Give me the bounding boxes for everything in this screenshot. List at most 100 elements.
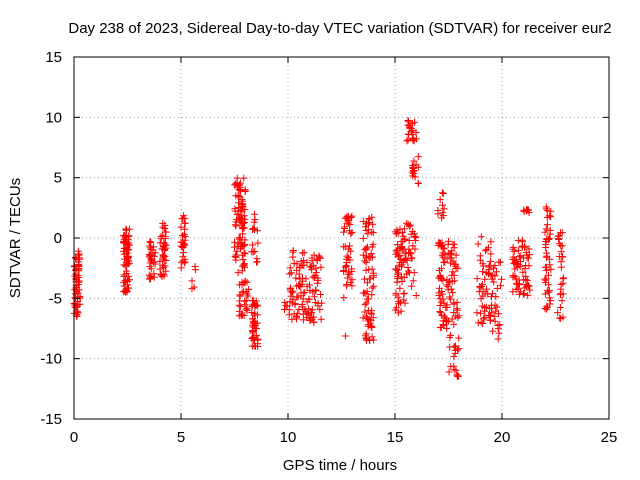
data-point <box>177 223 185 231</box>
data-point <box>340 267 348 275</box>
data-point <box>525 282 533 290</box>
data-point <box>543 302 551 310</box>
data-point <box>516 262 524 270</box>
data-point <box>71 272 79 280</box>
data-point <box>368 333 376 341</box>
data-point <box>340 294 348 302</box>
data-point <box>476 252 484 260</box>
data-point <box>453 306 461 314</box>
data-point <box>438 189 446 197</box>
data-point <box>316 254 324 262</box>
data-point <box>521 284 529 292</box>
data-point <box>122 287 130 295</box>
data-point <box>410 157 418 165</box>
data-point <box>365 215 373 223</box>
data-point <box>495 258 503 266</box>
data-point <box>364 230 372 238</box>
data-point <box>475 288 483 296</box>
data-point <box>555 253 563 261</box>
data-point <box>234 269 242 277</box>
data-point <box>74 309 82 317</box>
data-point <box>450 353 458 361</box>
data-point <box>305 281 313 289</box>
data-point <box>369 220 377 228</box>
data-point <box>177 243 185 251</box>
data-point <box>484 244 492 252</box>
data-point <box>436 302 444 310</box>
data-point <box>250 342 258 350</box>
data-point <box>161 235 169 243</box>
data-point <box>120 231 128 239</box>
data-point <box>394 300 402 308</box>
data-point <box>543 221 551 229</box>
data-point <box>71 294 79 302</box>
data-point <box>125 225 133 233</box>
data-point <box>492 307 500 315</box>
data-point <box>159 254 167 262</box>
data-point <box>240 249 248 257</box>
data-point <box>240 174 248 182</box>
data-point <box>448 271 456 279</box>
data-point <box>479 320 487 328</box>
data-point <box>453 346 461 354</box>
data-point <box>438 311 446 319</box>
y-tick-label: 10 <box>45 109 62 126</box>
data-point <box>241 250 249 258</box>
y-tick-label: 0 <box>54 230 62 247</box>
data-point <box>359 314 367 322</box>
data-point <box>414 179 422 187</box>
data-point <box>181 258 189 266</box>
data-point <box>450 299 458 307</box>
data-point <box>394 229 402 237</box>
data-point <box>487 271 495 279</box>
data-point <box>403 256 411 264</box>
data-point <box>405 124 413 132</box>
data-point <box>342 262 350 270</box>
data-point <box>497 275 505 283</box>
data-point <box>147 272 155 280</box>
data-point <box>179 238 187 246</box>
data-point <box>544 271 552 279</box>
data-point <box>345 268 353 276</box>
data-point <box>123 226 131 234</box>
data-point <box>362 226 370 234</box>
data-point <box>392 304 400 312</box>
data-point <box>557 258 565 266</box>
x-tick-label: 0 <box>70 429 78 446</box>
data-point <box>493 303 501 311</box>
data-point <box>478 280 486 288</box>
data-point <box>295 305 303 313</box>
data-point <box>161 262 169 270</box>
data-point <box>452 312 460 320</box>
data-point <box>308 254 316 262</box>
data-point <box>161 246 169 254</box>
data-point <box>359 234 367 242</box>
data-point <box>494 335 502 343</box>
data-point <box>542 225 550 233</box>
data-point <box>450 362 458 370</box>
data-point <box>545 288 553 296</box>
data-point <box>485 263 493 271</box>
data-point <box>365 254 373 262</box>
data-point <box>180 248 188 256</box>
data-point <box>341 243 349 251</box>
data-point <box>235 199 243 207</box>
data-point <box>408 254 416 262</box>
data-point <box>124 254 132 262</box>
data-point <box>310 293 318 301</box>
data-point <box>404 136 412 144</box>
data-point <box>554 232 562 240</box>
data-point <box>242 297 250 305</box>
data-point <box>394 241 402 249</box>
data-point <box>288 288 296 296</box>
data-point <box>346 221 354 229</box>
data-point <box>557 248 565 256</box>
data-point <box>555 240 563 248</box>
data-point <box>254 239 262 247</box>
data-point <box>441 251 449 259</box>
data-point <box>556 314 564 322</box>
data-point <box>547 213 555 221</box>
data-point <box>150 273 158 281</box>
data-point <box>306 287 314 295</box>
data-point <box>368 228 376 236</box>
